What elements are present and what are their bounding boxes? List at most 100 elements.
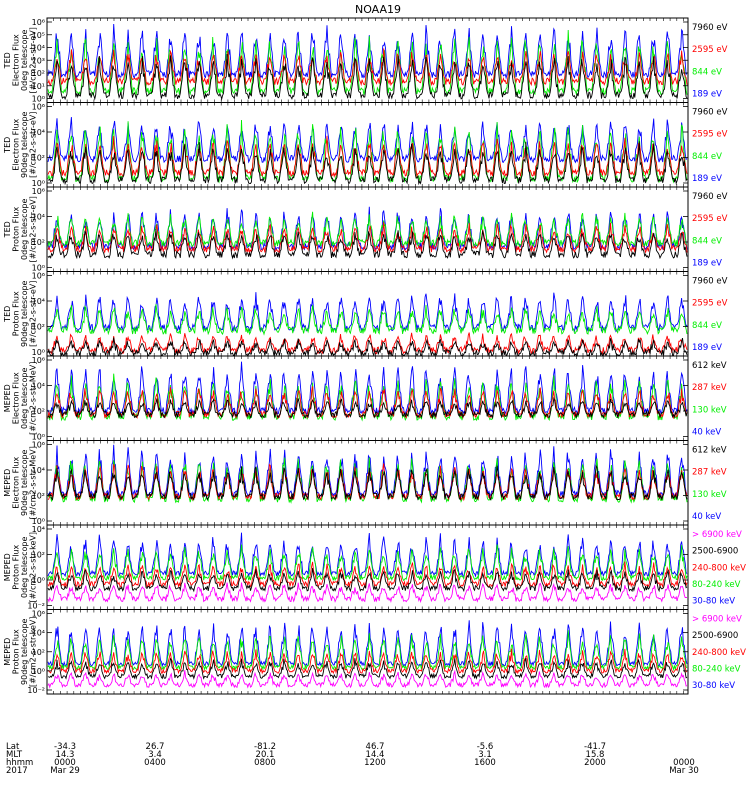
y-tick-label: 10² — [32, 238, 45, 247]
y-label-line: TED — [3, 137, 12, 154]
x-axis-labels: Lat -34.3 26.7 -81.2 46.7 -5.6 -41.7 MLT 14.3 3.4… — [6, 742, 699, 776]
y-label-line: TED — [3, 221, 12, 238]
y-tick-label: 10⁰ — [32, 517, 45, 526]
y-tick-label: 10⁰ — [32, 348, 45, 357]
y-tick-label: 10⁶ — [32, 441, 45, 450]
legend-entry: > 6900 keV — [692, 530, 742, 540]
y-axis-label: TED Electron Flux 0deg telescope [#/cm2-s-s… — [3, 27, 38, 93]
x-tick-label: -34.3 — [54, 742, 76, 752]
legend-entry: 7960 eV — [692, 108, 728, 118]
y-label-line: 90deg telescope — [20, 111, 29, 178]
x-tick-label: 20.1 — [256, 750, 275, 760]
y-tick-label: 10⁶ — [32, 610, 45, 619]
y-label-line: 0deg telescope — [20, 29, 29, 90]
legend-entry: 7960 eV — [692, 23, 728, 33]
y-label-line: MEPED — [3, 469, 12, 497]
y-label-line: 0deg telescope — [20, 367, 29, 428]
y-tick-label: 10² — [32, 323, 45, 332]
y-tick-label: 10⁻² — [27, 686, 45, 695]
legend-entry: 844 eV — [692, 236, 722, 246]
y-axis-label: MEPED Electron Flux 0deg telescope [#/cm2-s… — [3, 362, 38, 435]
y-label-line: TED — [3, 306, 12, 323]
x-tick-label: 14.4 — [366, 750, 385, 760]
x-row-label: Lat — [6, 742, 20, 752]
legend-entry: 844 eV — [692, 67, 722, 77]
y-label-line: [#/cm2-s-str-eV] — [29, 112, 38, 178]
x-tick-label: 2000 — [584, 758, 606, 768]
legend-entry: 7960 eV — [692, 192, 728, 202]
legend-entry: 612 keV — [692, 446, 727, 456]
series-line-black — [47, 567, 688, 593]
series-line-red — [47, 386, 688, 420]
chart-title: NOAA19 — [355, 3, 401, 16]
series-line-blue — [47, 444, 688, 499]
legend-entry: 2500-6900 — [692, 547, 738, 557]
y-tick-label: 10³ — [32, 56, 45, 65]
y-label-line: 90deg telescope — [20, 280, 29, 347]
series-line-blue — [47, 620, 688, 668]
series-line-green — [47, 29, 688, 97]
legend-entry: 844 eV — [692, 321, 722, 331]
x-tick-label: 46.7 — [366, 742, 385, 752]
x-tick-label: 0000 — [673, 758, 695, 768]
legend-entry: 287 keV — [692, 468, 727, 478]
x-tick-label: 1600 — [474, 758, 496, 768]
series-line-blue — [47, 117, 688, 164]
series-line-magenta — [47, 669, 688, 689]
y-label-line: [#/cm2-s-str-keV] — [29, 616, 38, 687]
y-tick-label: 10⁴ — [32, 525, 45, 534]
y-label-line: 90deg telescope — [20, 449, 29, 516]
series-line-black — [47, 396, 688, 420]
legend-entry: 2595 eV — [692, 130, 728, 140]
series-line-red — [47, 648, 688, 675]
legend-entry: > 6900 keV — [692, 615, 742, 625]
legend-entry: 40 keV — [692, 428, 721, 438]
x-tick-label: 3.4 — [148, 750, 162, 760]
x-tick-label: 15.8 — [586, 750, 605, 760]
legend-entry: 189 eV — [692, 90, 722, 100]
y-tick-label: 10² — [32, 648, 45, 657]
y-axis-label: MEPED Proton Flux 0deg telescope [#/cm2-s-s… — [3, 532, 38, 603]
series-line-red — [47, 48, 688, 87]
y-tick-label: 10⁰ — [32, 667, 45, 676]
y-label-line: Electron Flux — [12, 118, 21, 170]
legend-entry: 189 eV — [692, 174, 722, 184]
legend-entry: 189 eV — [692, 259, 722, 269]
legend-entry: 40 keV — [692, 512, 721, 522]
y-tick-label: 10⁶ — [32, 272, 45, 281]
y-tick-label: 10⁶ — [32, 356, 45, 365]
y-label-line: [#/cm2-s-str-eV] — [29, 281, 38, 347]
y-label-line: 90deg telescope — [20, 618, 29, 685]
series-line-red — [47, 332, 688, 356]
x-row-label: hhmm — [6, 758, 33, 768]
y-tick-label: 10⁴ — [32, 213, 45, 222]
x-row-label: 2017 — [6, 766, 28, 776]
legend-entry: 30-80 keV — [692, 597, 735, 607]
y-tick-label: 10⁴ — [32, 382, 45, 391]
series-line-black — [47, 657, 688, 680]
legend-entry: 2500-6900 — [692, 631, 738, 641]
legend-entry: 7960 eV — [692, 277, 728, 287]
legend-entry: 130 keV — [692, 405, 727, 415]
legend-entry: 240-800 keV — [692, 648, 746, 658]
series-line-blue — [47, 292, 688, 333]
y-tick-label: 10⁶ — [32, 187, 45, 196]
y-label-line: [#/cm2-s-str-eV] — [29, 196, 38, 262]
x-row-label: MLT — [6, 750, 23, 760]
series-line-blue — [47, 23, 688, 80]
y-tick-label: 10⁶ — [32, 103, 45, 112]
x-tick-label: -5.6 — [477, 742, 494, 752]
y-tick-label: 10⁴ — [32, 297, 45, 306]
legend-entry: 612 keV — [692, 361, 727, 371]
y-label-line: 0deg telescope — [20, 536, 29, 597]
x-tick-label: 14.3 — [56, 750, 75, 760]
y-tick-label: 10⁴ — [32, 466, 45, 475]
